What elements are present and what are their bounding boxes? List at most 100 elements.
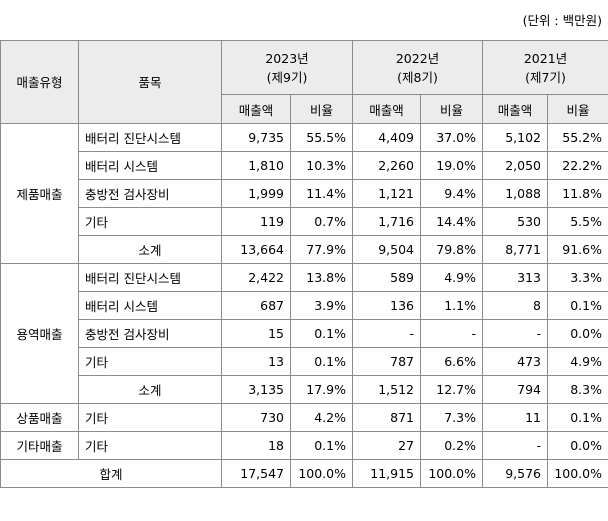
sales-cell: 1,716 — [352, 207, 421, 236]
ratio-cell: 12.7% — [420, 375, 483, 404]
ratio-cell: 11.4% — [290, 179, 353, 208]
table-row: 배터리 시스템 1,810 10.3% 2,260 19.0% 2,050 22.2% — [1, 151, 608, 180]
ratio-cell: 3.3% — [547, 263, 608, 292]
ratio-cell: 91.6% — [547, 235, 608, 264]
ratio-cell: 0.0% — [547, 431, 608, 460]
sales-cell: 5,102 — [482, 123, 548, 152]
item-cell: 배터리 진단시스템 — [78, 123, 222, 152]
sales-cell: 1,999 — [221, 179, 291, 208]
ratio-cell: 4.9% — [420, 263, 483, 292]
ratio-cell: 8.3% — [547, 375, 608, 404]
sales-cell: 13 — [221, 347, 291, 376]
total-ratio-cell: 100.0% — [420, 459, 483, 488]
sales-cell: 9,504 — [352, 235, 421, 264]
sales-cell: 589 — [352, 263, 421, 292]
sales-cell: 9,735 — [221, 123, 291, 152]
ratio-cell: 5.5% — [547, 207, 608, 236]
sales-cell: 11 — [482, 403, 548, 432]
sales-cell: 730 — [221, 403, 291, 432]
header-year-2021: 2021년 (제7기) — [482, 40, 608, 95]
header-ratio: 비율 — [420, 94, 483, 124]
total-sales-cell: 17,547 — [221, 459, 291, 488]
table-row: 충방전 검사장비 15 0.1% - - -0.0% — [1, 319, 608, 348]
ratio-cell: 0.1% — [547, 291, 608, 320]
sales-cell: 313 — [482, 263, 548, 292]
year-label: 2023년 — [265, 50, 309, 66]
sales-cell: 2,050 — [482, 151, 548, 180]
item-cell: 기타 — [78, 403, 222, 432]
ratio-cell: 0.0% — [547, 319, 608, 348]
table-row: 상품매출 기타 730 4.2% 871 7.3% 11 0.1% — [0, 403, 608, 432]
item-cell: 충방전 검사장비 — [78, 319, 222, 348]
item-cell: 배터리 시스템 — [78, 151, 222, 180]
period-label: (제9기) — [266, 69, 308, 85]
ratio-cell: 77.9% — [290, 235, 353, 264]
ratio-cell: 3.9% — [290, 291, 353, 320]
item-cell: 기타 — [78, 207, 222, 236]
header-year-2023: 2023년 (제9기) — [221, 40, 353, 95]
item-cell: 배터리 진단시스템 — [78, 263, 222, 292]
sales-cell: 13,664 — [221, 235, 291, 264]
sales-cell: 4,409 — [352, 123, 421, 152]
ratio-cell: 1.1% — [420, 291, 483, 320]
ratio-cell: 0.7% — [290, 207, 353, 236]
ratio-cell: 11.8% — [547, 179, 608, 208]
item-cell: 배터리 시스템 — [78, 291, 222, 320]
year-label: 2021년 — [523, 50, 568, 66]
header-item: 품목 — [78, 40, 222, 124]
ratio-cell: 6.6% — [420, 347, 483, 376]
sales-cell: - — [352, 319, 421, 348]
header-year-2022: 2022년 (제8기) — [352, 40, 483, 95]
header-type: 매출유형 — [0, 40, 79, 124]
sales-cell: 136 — [352, 291, 421, 320]
ratio-cell: 0.1% — [290, 431, 353, 460]
sales-cell: 119 — [221, 207, 291, 236]
sales-cell: 871 — [352, 403, 421, 432]
table-row: 기타매출 기타 18 0.1% 27 0.2% -0.0% — [0, 431, 608, 460]
ratio-cell: 9.4% — [420, 179, 483, 208]
ratio-cell: 0.2% — [420, 431, 483, 460]
sales-cell: - — [482, 319, 548, 348]
ratio-cell: 17.9% — [290, 375, 353, 404]
header-sales: 매출액 — [221, 94, 291, 124]
ratio-cell: - — [420, 319, 483, 348]
ratio-cell: 13.8% — [290, 263, 353, 292]
sales-cell: 687 — [221, 291, 291, 320]
table-body: 제품매출 배터리 진단시스템 9,735 55.5% 4,409 37.0% 5,102 55… — [0, 123, 608, 488]
category-cell: 용역매출 — [0, 263, 79, 404]
category-cell: 제품매출 — [0, 123, 79, 264]
ratio-cell: 22.2% — [547, 151, 608, 180]
ratio-cell: 0.1% — [547, 403, 608, 432]
subtotal-label: 소계 — [78, 375, 222, 404]
header-sales: 매출액 — [352, 94, 421, 124]
item-cell: 충방전 검사장비 — [78, 179, 222, 208]
subtotal-row: 소계 13,664 77.9% 9,504 79.8% 8,771 91.6% — [1, 235, 608, 264]
ratio-cell: 0.1% — [290, 347, 353, 376]
sales-cell: 1,121 — [352, 179, 421, 208]
table-row: 배터리 시스템 687 3.9% 136 1.1% 8 0.1% — [1, 291, 608, 320]
period-label: (제7기) — [525, 69, 566, 85]
sales-cell: 8 — [482, 291, 548, 320]
header-ratio: 비율 — [290, 94, 353, 124]
subtotal-row: 소계 3,135 17.9% 1,512 12.7% 794 8.3% — [1, 375, 608, 404]
sales-cell: 1,088 — [482, 179, 548, 208]
ratio-cell: 0.1% — [290, 319, 353, 348]
table-row: 기타 13 0.1% 787 6.6% 473 4.9% — [1, 347, 608, 376]
sales-cell: 3,135 — [221, 375, 291, 404]
sales-table: 매출유형 품목 2023년 (제9기) 2022년 (제8기) 2021년 (제… — [0, 40, 608, 488]
ratio-cell: 55.5% — [290, 123, 353, 152]
ratio-cell: 79.8% — [420, 235, 483, 264]
sales-cell: 8,771 — [482, 235, 548, 264]
unit-note: (단위 : 백만원) — [522, 13, 602, 28]
header-sales: 매출액 — [482, 94, 548, 124]
table-row: 제품매출 배터리 진단시스템 9,735 55.5% 4,409 37.0% 5,102 55… — [0, 123, 608, 264]
ratio-cell: 37.0% — [420, 123, 483, 152]
ratio-cell: 14.4% — [420, 207, 483, 236]
sales-cell: 2,422 — [221, 263, 291, 292]
total-ratio-cell: 100.0% — [290, 459, 353, 488]
total-sales-cell: 9,576 — [482, 459, 548, 488]
subtotal-label: 소계 — [78, 235, 222, 264]
ratio-cell: 7.3% — [420, 403, 483, 432]
ratio-cell: 4.2% — [290, 403, 353, 432]
ratio-cell: 10.3% — [290, 151, 353, 180]
